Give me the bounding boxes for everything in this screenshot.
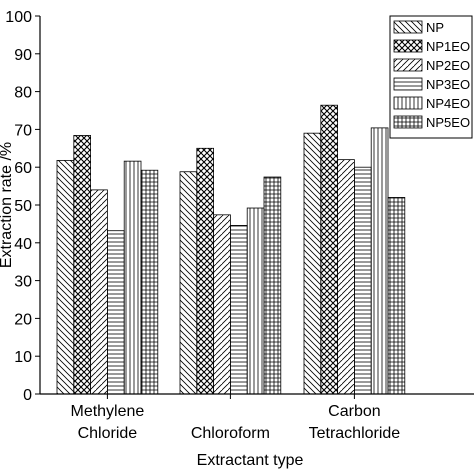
bar-np5eo-1	[263, 176, 282, 395]
bar-np4eo-0	[123, 160, 142, 395]
legend-swatch	[393, 20, 423, 34]
legend-swatch	[393, 39, 423, 53]
y-tick-label: 70	[14, 122, 32, 139]
x-tick-label: Chloroform	[191, 425, 270, 442]
y-tick-label: 60	[14, 160, 32, 177]
bar-np-1	[179, 171, 198, 395]
y-axis: 0 10 20 30 40 50 60 70 80 90 100	[5, 9, 41, 404]
x-axis-label: Extractant type	[197, 452, 304, 469]
y-tick-label: 100	[5, 9, 32, 26]
y-tick-label: 30	[14, 274, 32, 291]
legend-swatch	[393, 77, 423, 91]
bar-np2eo-0	[90, 189, 108, 395]
y-tick-label: 20	[14, 311, 32, 328]
y-tick-label: 40	[14, 236, 32, 253]
x-tick-label: Tetrachloride	[309, 425, 401, 442]
y-tick-label: 80	[14, 85, 32, 102]
x-tick-label: Carbon	[328, 403, 380, 420]
bar-np1eo-1	[196, 147, 215, 395]
bar-np1eo-2	[320, 104, 338, 395]
legend-swatch	[393, 96, 423, 110]
y-tick-label: 0	[23, 387, 32, 404]
bars-layer	[56, 104, 406, 395]
bar-np5eo-0	[140, 169, 159, 395]
bar-np3eo-2	[353, 166, 372, 395]
bar-np-2	[303, 132, 322, 395]
legend-label: NP2EO	[426, 58, 470, 73]
legend-label: NP1EO	[426, 39, 470, 54]
legend-swatch	[393, 58, 423, 72]
bar-np5eo-2	[387, 197, 406, 395]
y-tick-label: 90	[14, 47, 32, 64]
bar-np-0	[56, 159, 75, 395]
legend-label: NP5EO	[426, 115, 470, 130]
bar-np3eo-1	[229, 225, 248, 395]
legend-swatch	[393, 115, 423, 129]
bar-np4eo-1	[246, 207, 265, 395]
bar-np2eo-2	[337, 159, 355, 395]
legend: NP NP1EO NP2EO NP3EO NP4EO NP5EO	[389, 15, 473, 139]
legend-label: NP	[426, 20, 444, 35]
y-axis-label: Extraction rate /%	[0, 142, 15, 268]
legend-label: NP4EO	[426, 96, 470, 111]
bar-np2eo-1	[213, 214, 231, 395]
y-tick-label: 10	[14, 349, 32, 366]
x-tick-label: Methylene	[70, 403, 144, 420]
legend-label: NP3EO	[426, 77, 470, 92]
x-tick-label: Chloride	[78, 425, 138, 442]
bar-np3eo-0	[107, 230, 125, 395]
x-axis: Methylene Chloride Chloroform Carbon Tetrach…	[40, 393, 474, 442]
y-tick-label: 50	[14, 198, 32, 215]
bar-np4eo-2	[370, 127, 389, 395]
bar-np1eo-0	[73, 135, 92, 395]
